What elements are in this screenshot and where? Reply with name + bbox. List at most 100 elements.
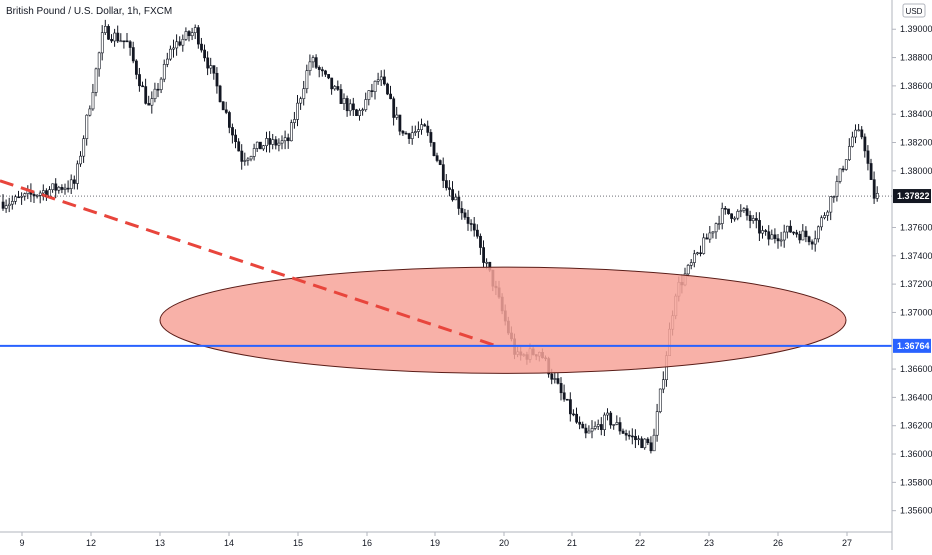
candle-body	[733, 217, 737, 220]
price-tick-label: 1.38400	[900, 109, 932, 119]
candle-body	[575, 413, 579, 423]
candle-body	[804, 230, 808, 238]
candle-body	[355, 109, 358, 116]
level-price-badge-text: 1.36764	[897, 341, 930, 351]
drawings-group[interactable]	[0, 179, 892, 374]
candle-body	[454, 196, 458, 201]
candle-body	[621, 430, 625, 434]
time-tick-label: 14	[224, 538, 234, 548]
candle-body	[404, 132, 408, 135]
candle-body	[258, 141, 262, 150]
candle-body	[562, 392, 566, 400]
candle-body	[246, 158, 250, 161]
candle-body	[162, 63, 166, 80]
candle-body	[333, 86, 337, 90]
candle-body	[463, 212, 467, 218]
price-tick-label: 1.35800	[900, 477, 932, 487]
price-tick-label: 1.38600	[900, 81, 932, 91]
candle-body	[838, 168, 842, 182]
candle-body	[835, 181, 839, 197]
candle-body	[553, 378, 557, 380]
candle-body	[193, 27, 197, 33]
candle-body	[603, 414, 606, 430]
candle-body	[234, 134, 238, 143]
candle-body	[110, 39, 114, 42]
candle-body	[584, 427, 588, 434]
candle-body	[197, 27, 200, 45]
candle-body	[723, 208, 727, 210]
candle-body	[739, 210, 743, 212]
candle-body	[48, 189, 52, 197]
candle-body	[646, 438, 650, 444]
candle-body	[460, 208, 464, 214]
candle-body	[296, 102, 300, 120]
candle-body	[696, 252, 699, 255]
candle-body	[643, 438, 647, 449]
candle-body	[144, 86, 148, 104]
candle-body	[841, 168, 845, 171]
candle-body	[317, 67, 321, 70]
candle-body	[556, 378, 560, 384]
candle-body	[435, 155, 439, 161]
candle-body	[438, 160, 442, 165]
candle-body	[156, 88, 160, 91]
candle-body	[209, 65, 213, 69]
candle-body	[57, 187, 61, 191]
candle-body	[240, 150, 244, 162]
candle-body	[370, 90, 374, 92]
candle-body	[429, 132, 433, 143]
candle-body	[708, 232, 712, 240]
candle-body	[153, 88, 157, 99]
candle-body	[832, 196, 836, 198]
time-tick-label: 15	[293, 538, 303, 548]
candle-body	[20, 195, 24, 198]
candle-body	[379, 76, 383, 81]
candle-body	[327, 74, 331, 79]
price-tick-label: 1.39000	[900, 24, 932, 34]
candle-body	[637, 438, 641, 441]
candle-body	[63, 187, 67, 190]
time-tick-label: 21	[567, 538, 577, 548]
time-tick-label: 19	[430, 538, 440, 548]
candle-body	[271, 139, 275, 145]
candle-body	[94, 68, 98, 93]
last-price-badge-text: 1.37822	[897, 191, 930, 201]
candle-body	[773, 234, 777, 239]
candle-body	[361, 109, 365, 111]
currency-badge[interactable]: USD	[902, 3, 926, 18]
candle-body	[200, 43, 203, 51]
candle-body	[262, 145, 265, 150]
candle-body	[178, 41, 182, 46]
candle-body	[181, 38, 185, 46]
price-tick-label: 1.38000	[900, 166, 932, 176]
candle-body	[761, 230, 765, 234]
candle-body	[789, 225, 792, 233]
candle-body	[51, 183, 55, 190]
candle-body	[448, 187, 451, 190]
candle-body	[221, 101, 225, 111]
candle-body	[717, 223, 721, 225]
candle-body	[187, 31, 191, 37]
candle-body	[14, 196, 17, 202]
candle-body	[128, 41, 132, 48]
candle-body	[479, 235, 482, 248]
candle-body	[420, 124, 424, 130]
candle-body	[100, 32, 104, 54]
candle-body	[860, 129, 864, 138]
price-tick-label: 1.37400	[900, 251, 932, 261]
candle-body	[767, 231, 771, 240]
candle-body	[599, 424, 603, 430]
candle-body	[376, 79, 380, 82]
candle-body	[41, 190, 45, 194]
candle-body	[265, 138, 269, 147]
candle-body	[150, 98, 154, 106]
candle-body	[169, 48, 172, 60]
candle-body	[748, 215, 752, 222]
candle-body	[482, 247, 486, 263]
price-tick-label: 1.37200	[900, 279, 932, 289]
candle-body	[91, 92, 95, 110]
support-zone-ellipse[interactable]	[159, 266, 847, 374]
candle-body	[472, 223, 476, 231]
